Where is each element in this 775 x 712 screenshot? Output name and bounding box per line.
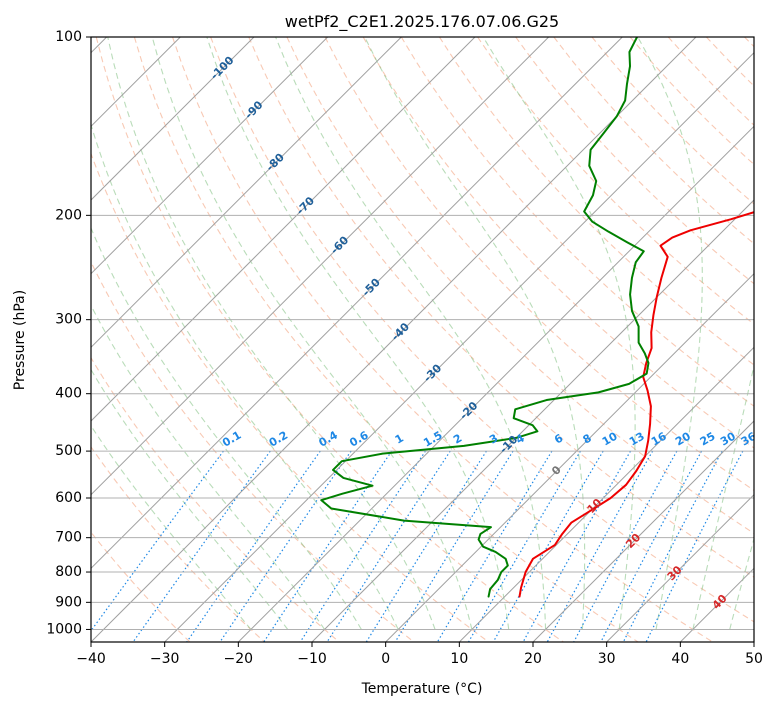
y-tick-label: 1000 bbox=[46, 621, 82, 637]
isotherm-line bbox=[91, 37, 402, 349]
y-tick-label: 100 bbox=[55, 29, 82, 45]
y-tick-label: 300 bbox=[55, 312, 82, 328]
isotherm-line bbox=[91, 37, 623, 570]
x-tick-label: −10 bbox=[297, 651, 327, 667]
dry-adiabat bbox=[248, 37, 754, 578]
chart-title: wetPf2_C2E1.2025.176.07.06.G25 bbox=[285, 12, 559, 32]
x-tick-label: 10 bbox=[450, 651, 468, 667]
isotherm-line bbox=[311, 199, 754, 642]
mixing-ratio-line bbox=[132, 450, 271, 642]
y-tick-label: 900 bbox=[55, 594, 82, 610]
dry-adiabat bbox=[91, 260, 415, 642]
moist-adiabat bbox=[692, 363, 754, 630]
isotherm-line bbox=[458, 346, 754, 642]
y-axis-label: Pressure (hPa) bbox=[12, 290, 28, 390]
isotherm-line bbox=[91, 37, 476, 422]
y-tick-label: 600 bbox=[55, 490, 82, 506]
moist-adiabat bbox=[91, 226, 362, 630]
background-reference-lines bbox=[91, 37, 754, 642]
moist-adiabat bbox=[91, 368, 289, 630]
mixing-ratio-line bbox=[622, 450, 723, 642]
mixing-ratio-line bbox=[299, 450, 426, 642]
moist-adiabat bbox=[637, 37, 703, 630]
x-tick-label: 50 bbox=[745, 651, 763, 667]
moist-adiabat bbox=[151, 37, 473, 630]
axis-ticks: −40 −30 −20 −10 0 10 20 30 40 50 100 200 300 400 500 60… bbox=[46, 29, 763, 667]
dry-adiabat bbox=[210, 37, 754, 623]
y-tick-label: 800 bbox=[55, 564, 82, 580]
dry-adiabat bbox=[286, 37, 754, 535]
temperature-line bbox=[518, 211, 754, 598]
isotherm-line bbox=[237, 125, 754, 642]
isotherm-line bbox=[91, 37, 329, 275]
moist-adiabat bbox=[107, 37, 436, 630]
x-tick-label: 0 bbox=[381, 651, 390, 667]
moist-adiabat bbox=[91, 304, 326, 630]
moist-adiabat bbox=[91, 122, 399, 630]
moist-adiabat bbox=[206, 37, 510, 630]
isotherm-line bbox=[91, 37, 697, 642]
dry-adiabat bbox=[362, 37, 754, 449]
x-tick-label: 40 bbox=[671, 651, 689, 667]
isotherm-line bbox=[164, 51, 754, 642]
mixing-ratio-line bbox=[326, 450, 451, 642]
mixing-ratio-line bbox=[573, 450, 678, 642]
isotherm-line bbox=[91, 37, 255, 201]
moist-adiabat bbox=[364, 37, 586, 630]
y-tick-label: 500 bbox=[55, 443, 82, 459]
isotherm-line bbox=[606, 493, 754, 642]
pressure-gridlines bbox=[91, 37, 754, 630]
x-tick-label: −40 bbox=[76, 651, 106, 667]
isotherm-line bbox=[385, 272, 754, 642]
dewpoint-line bbox=[320, 37, 650, 598]
mixing-ratio-line bbox=[394, 450, 514, 642]
mixing-ratio-label: 36 bbox=[739, 429, 759, 448]
isotherm-line bbox=[91, 37, 550, 496]
x-axis-label: Temperature (°C) bbox=[361, 681, 483, 697]
profile-lines bbox=[320, 37, 754, 598]
y-tick-label: 700 bbox=[55, 530, 82, 546]
x-tick-label: −20 bbox=[224, 651, 254, 667]
x-tick-label: 20 bbox=[524, 651, 542, 667]
dry-adiabat bbox=[515, 37, 754, 285]
y-tick-label: 200 bbox=[55, 207, 82, 223]
x-tick-label: 30 bbox=[598, 651, 616, 667]
moist-adiabat bbox=[91, 424, 252, 630]
moist-adiabat bbox=[729, 536, 754, 630]
moist-adiabat bbox=[275, 37, 547, 630]
dry-adiabat bbox=[324, 37, 754, 492]
y-tick-label: 400 bbox=[55, 386, 82, 402]
plot-frame bbox=[90, 36, 755, 643]
x-tick-label: −30 bbox=[150, 651, 180, 667]
mixing-ratio-line bbox=[263, 450, 393, 642]
isotherm-line bbox=[532, 420, 754, 642]
